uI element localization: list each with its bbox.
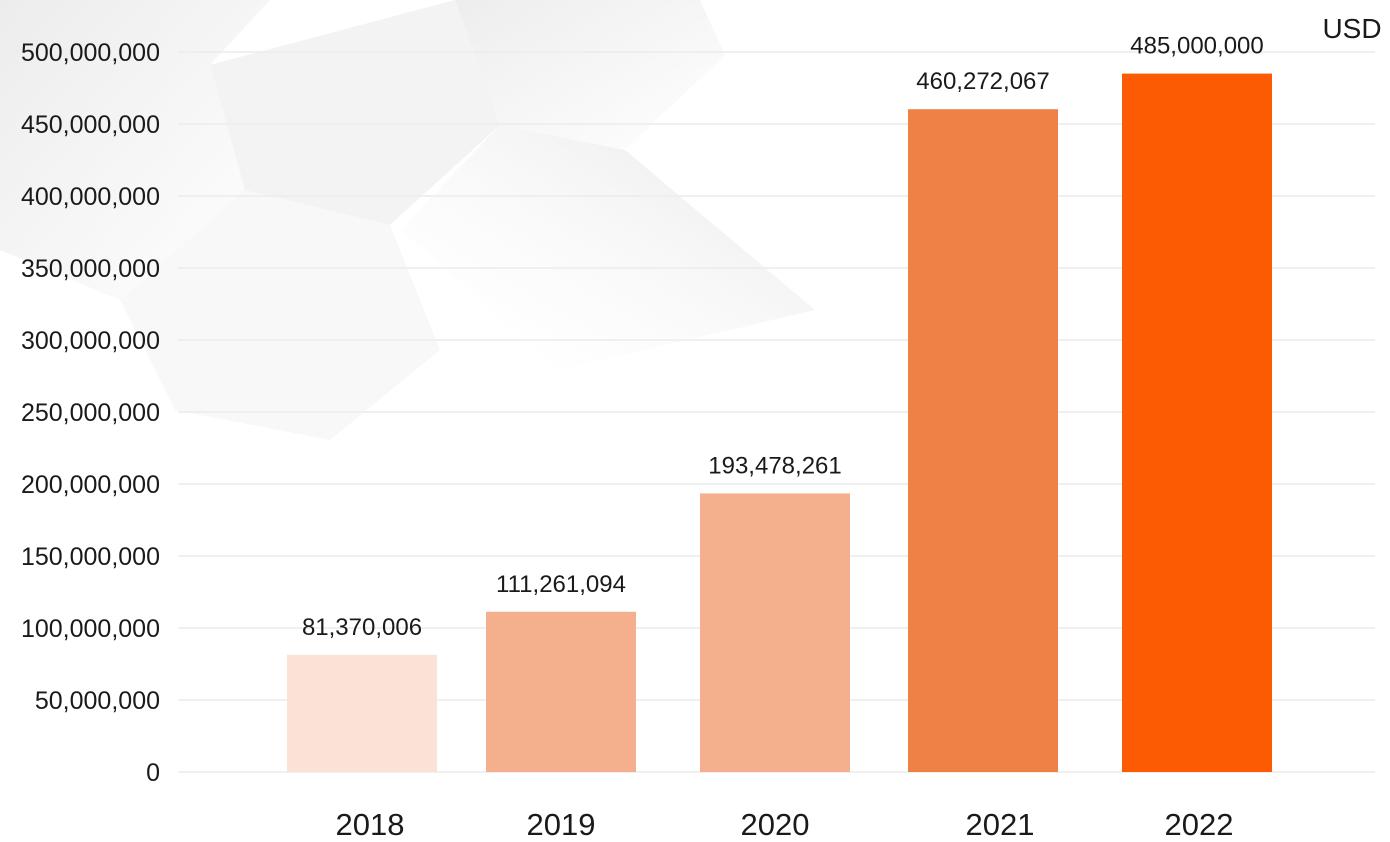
unit-label: USD [1322, 13, 1381, 44]
bar-2018 [287, 654, 437, 772]
bar-value-label: 111,261,094 [496, 571, 626, 598]
x-category-label: 2019 [527, 807, 596, 842]
y-tick-label: 500,000,000 [21, 39, 160, 67]
y-tick-label: 150,000,000 [21, 543, 160, 571]
bar-2020 [700, 493, 850, 772]
y-tick-label: 450,000,000 [21, 111, 160, 139]
y-tick-label: 0 [146, 759, 160, 787]
y-tick-label: 200,000,000 [21, 471, 160, 499]
y-tick-label: 50,000,000 [35, 687, 160, 715]
background-hexagon-decoration [0, 0, 815, 440]
bar-value-label: 460,272,067 [916, 68, 1049, 95]
bar-2022 [1122, 73, 1272, 773]
y-tick-label: 350,000,000 [21, 255, 160, 283]
y-tick-label: 100,000,000 [21, 615, 160, 643]
bar-2019 [486, 611, 636, 772]
x-category-label: 2018 [336, 807, 405, 842]
x-category-label: 2022 [1165, 807, 1234, 842]
x-category-label: 2021 [966, 807, 1035, 842]
bar-2021 [908, 109, 1058, 772]
bar-value-label: 193,478,261 [708, 452, 841, 479]
y-tick-label: 400,000,000 [21, 183, 160, 211]
x-category-label: 2020 [741, 807, 810, 842]
bar-value-label: 81,370,006 [302, 614, 422, 641]
y-tick-label: 300,000,000 [21, 327, 160, 355]
y-tick-label: 250,000,000 [21, 399, 160, 427]
bar-value-label: 485,000,000 [1130, 33, 1263, 60]
